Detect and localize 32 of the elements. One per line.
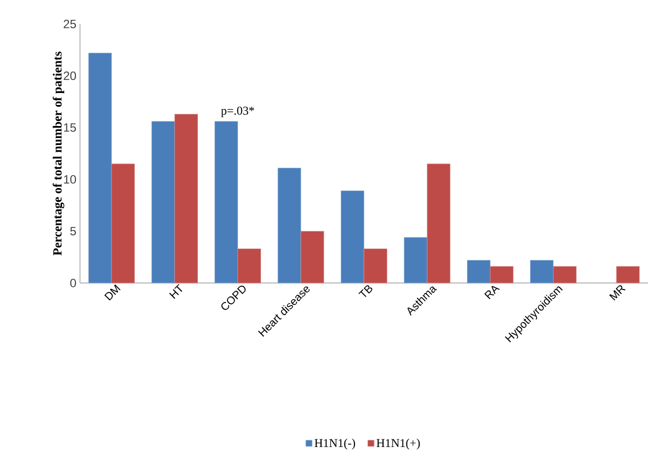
bar bbox=[88, 52, 112, 284]
y-axis-title: Percentage of total number of patients bbox=[52, 52, 64, 256]
bar bbox=[364, 248, 388, 284]
y-tick-label: 10 bbox=[64, 175, 76, 184]
bar bbox=[340, 190, 364, 284]
bar bbox=[616, 266, 640, 284]
bar bbox=[404, 237, 428, 284]
y-tick-label: 0 bbox=[70, 278, 76, 288]
x-tick-label: MR bbox=[609, 285, 626, 301]
bar bbox=[426, 164, 450, 284]
bar bbox=[278, 168, 302, 284]
y-tick-label: 5 bbox=[70, 227, 76, 236]
legend-label: H1N1(-) bbox=[314, 438, 356, 450]
annotation: p=.03* bbox=[221, 106, 254, 118]
bar bbox=[214, 121, 238, 284]
bar bbox=[467, 260, 490, 284]
x-tick-label: HT bbox=[169, 284, 182, 299]
x-tick-label: TB bbox=[358, 285, 372, 298]
y-tick-label: 20 bbox=[64, 72, 76, 80]
legend-label: H1N1(+) bbox=[376, 438, 420, 450]
bar bbox=[490, 266, 514, 284]
y-tick-label: 25 bbox=[64, 20, 76, 28]
bar bbox=[300, 231, 324, 284]
x-tick-label: RA bbox=[484, 286, 500, 300]
y-tick-label: 15 bbox=[64, 123, 76, 132]
bar bbox=[174, 114, 198, 284]
bar bbox=[151, 121, 175, 284]
bar bbox=[238, 248, 261, 284]
x-tick-label: DM bbox=[104, 284, 121, 301]
bar bbox=[111, 164, 135, 284]
bar bbox=[553, 266, 577, 284]
bar bbox=[530, 260, 554, 284]
